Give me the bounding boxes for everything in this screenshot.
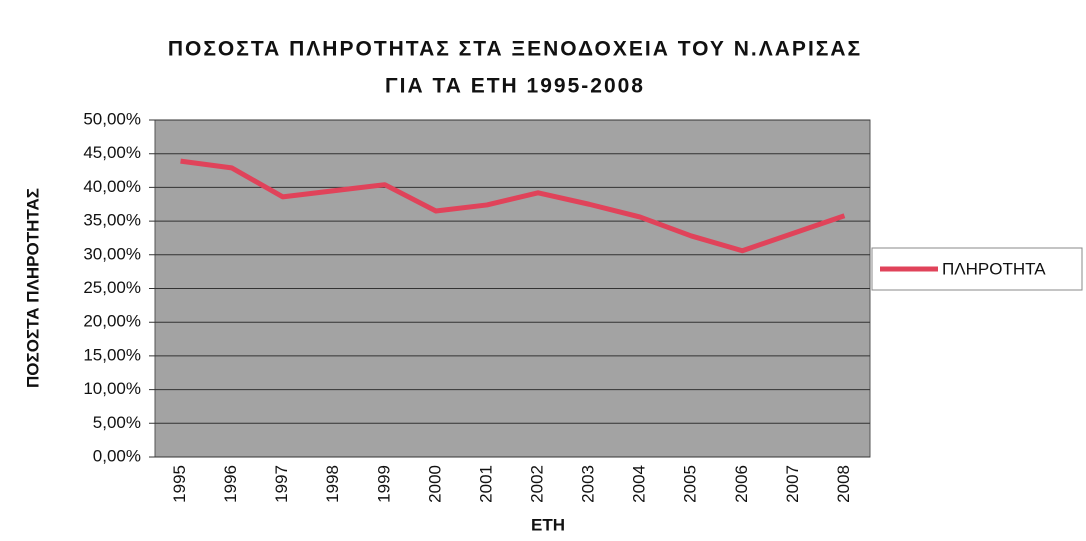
- y-tick-label: 20,00%: [83, 312, 141, 331]
- legend-label: ΠΛΗΡΟΤΗΤΑ: [942, 259, 1046, 278]
- y-tick-label: 45,00%: [83, 143, 141, 162]
- x-tick-label: 1998: [323, 465, 342, 503]
- x-tick-label: 2008: [834, 465, 853, 503]
- x-tick-label: 1999: [374, 465, 393, 503]
- y-tick-label: 35,00%: [83, 211, 141, 230]
- y-tick-label: 5,00%: [93, 413, 141, 432]
- x-tick-label: 1996: [221, 465, 240, 503]
- x-tick-label: 2004: [630, 465, 649, 503]
- y-axis-label: ΠΟΣΟΣΤΑ ΠΛΗΡΟΤΗΤΑΣ: [23, 188, 42, 388]
- x-tick-label: 2001: [476, 465, 495, 503]
- y-tick-label: 25,00%: [83, 278, 141, 297]
- y-tick-label: 15,00%: [83, 345, 141, 364]
- x-tick-label: 2000: [425, 465, 444, 503]
- x-axis-label: ΕΤΗ: [531, 515, 565, 534]
- x-tick-label: 1995: [170, 465, 189, 503]
- x-tick-label: 2003: [579, 465, 598, 503]
- y-tick-label: 10,00%: [83, 379, 141, 398]
- y-tick-label: 40,00%: [83, 177, 141, 196]
- chart-title: ΓΙΑ ΤΑ ΕΤΗ 1995-2008: [385, 75, 645, 98]
- chart-title: ΠΟΣΟΣΤΑ ΠΛΗΡΟΤΗΤΑΣ ΣΤΑ ΞΕΝΟΔΟΧΕΙΑ ΤΟΥ Ν.…: [168, 38, 862, 61]
- data-line: [180, 158, 846, 254]
- x-tick-label: 1997: [272, 465, 291, 503]
- x-tick-label: 2007: [783, 465, 802, 503]
- y-tick-label: 50,00%: [83, 109, 141, 128]
- y-tick-label: 30,00%: [83, 244, 141, 263]
- x-tick-label: 2002: [528, 465, 547, 503]
- y-tick-label: 0,00%: [93, 446, 141, 465]
- x-tick-label: 2006: [732, 465, 751, 503]
- x-tick-label: 2005: [681, 465, 700, 503]
